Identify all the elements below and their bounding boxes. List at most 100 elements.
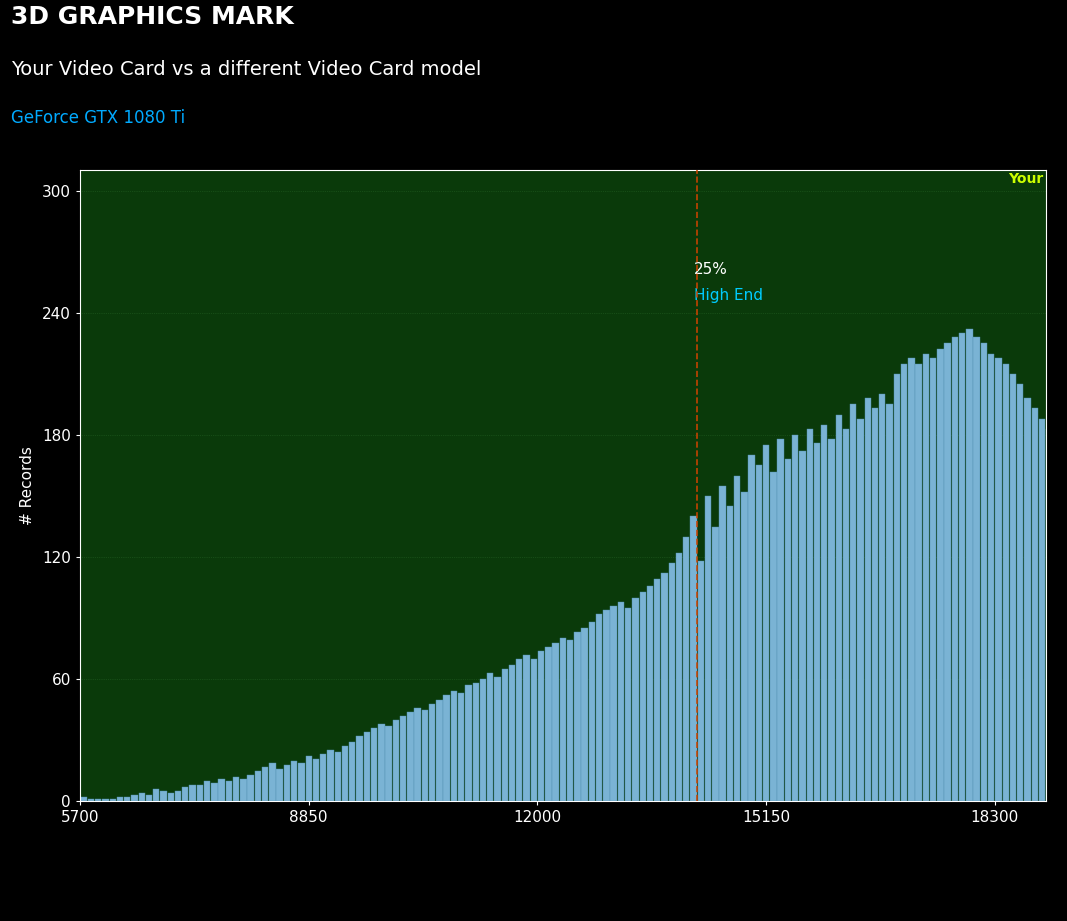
- Bar: [1053, 439, 1060, 801]
- Bar: [356, 736, 363, 801]
- Bar: [763, 445, 769, 801]
- Bar: [1009, 374, 1016, 801]
- Bar: [393, 720, 399, 801]
- Bar: [828, 439, 834, 801]
- Bar: [328, 751, 334, 801]
- Bar: [153, 789, 159, 801]
- Bar: [523, 655, 529, 801]
- Bar: [458, 694, 464, 801]
- Bar: [930, 357, 937, 801]
- Bar: [988, 354, 994, 801]
- Bar: [385, 726, 392, 801]
- Bar: [669, 563, 675, 801]
- Text: GeForce GTX 1080 Ti: GeForce GTX 1080 Ti: [11, 109, 185, 127]
- Bar: [872, 409, 878, 801]
- Bar: [937, 349, 943, 801]
- Bar: [712, 527, 718, 801]
- Bar: [698, 561, 704, 801]
- Bar: [204, 781, 210, 801]
- Bar: [110, 799, 116, 801]
- Bar: [341, 746, 348, 801]
- Bar: [719, 486, 726, 801]
- Bar: [944, 344, 951, 801]
- Bar: [915, 364, 922, 801]
- Bar: [371, 728, 378, 801]
- Bar: [1032, 409, 1038, 801]
- Bar: [959, 333, 966, 801]
- Bar: [770, 472, 777, 801]
- Bar: [1039, 419, 1046, 801]
- Bar: [923, 354, 929, 801]
- Bar: [755, 465, 762, 801]
- Bar: [364, 732, 370, 801]
- Text: High End: High End: [694, 288, 763, 303]
- Text: 25%: 25%: [694, 262, 728, 277]
- Bar: [516, 659, 523, 801]
- Bar: [973, 337, 980, 801]
- Bar: [305, 756, 312, 801]
- Bar: [1061, 451, 1067, 801]
- Bar: [248, 775, 254, 801]
- Bar: [574, 633, 580, 801]
- Bar: [596, 614, 603, 801]
- Bar: [675, 553, 682, 801]
- Bar: [567, 640, 573, 801]
- Bar: [196, 785, 203, 801]
- Bar: [291, 761, 298, 801]
- Bar: [450, 692, 457, 801]
- Bar: [139, 793, 145, 801]
- Bar: [480, 679, 487, 801]
- Text: 3D GRAPHICS MARK: 3D GRAPHICS MARK: [11, 5, 293, 29]
- Bar: [654, 579, 660, 801]
- Bar: [778, 439, 784, 801]
- Y-axis label: # Records: # Records: [20, 447, 35, 525]
- Bar: [378, 724, 384, 801]
- Bar: [647, 586, 653, 801]
- Bar: [589, 623, 595, 801]
- Bar: [1003, 364, 1009, 801]
- Bar: [240, 779, 246, 801]
- Bar: [814, 443, 821, 801]
- Bar: [864, 398, 871, 801]
- Bar: [1017, 384, 1023, 801]
- Bar: [233, 776, 239, 801]
- Bar: [95, 799, 101, 801]
- Bar: [553, 643, 559, 801]
- Bar: [792, 435, 798, 801]
- Bar: [349, 742, 355, 801]
- Bar: [662, 574, 668, 801]
- Bar: [908, 357, 914, 801]
- Bar: [850, 404, 857, 801]
- Bar: [335, 752, 341, 801]
- Bar: [545, 647, 552, 801]
- Bar: [124, 798, 130, 801]
- Bar: [400, 716, 407, 801]
- Bar: [501, 669, 508, 801]
- Bar: [276, 769, 283, 801]
- Bar: [734, 475, 740, 801]
- Bar: [436, 700, 443, 801]
- Bar: [633, 598, 639, 801]
- Bar: [262, 766, 269, 801]
- Bar: [175, 791, 181, 801]
- Bar: [211, 783, 218, 801]
- Bar: [421, 710, 428, 801]
- Bar: [219, 779, 225, 801]
- Bar: [444, 695, 450, 801]
- Bar: [146, 795, 153, 801]
- Bar: [80, 798, 86, 801]
- Bar: [603, 610, 609, 801]
- Bar: [284, 764, 290, 801]
- Bar: [313, 759, 319, 801]
- Bar: [1046, 429, 1052, 801]
- Bar: [116, 798, 123, 801]
- Bar: [538, 650, 544, 801]
- Bar: [414, 707, 420, 801]
- Bar: [748, 455, 754, 801]
- Bar: [1024, 398, 1031, 801]
- Bar: [784, 460, 791, 801]
- Bar: [807, 429, 813, 801]
- Bar: [799, 451, 806, 801]
- Text: Your Video Card vs a different Video Card model: Your Video Card vs a different Video Car…: [11, 60, 481, 79]
- Bar: [494, 677, 500, 801]
